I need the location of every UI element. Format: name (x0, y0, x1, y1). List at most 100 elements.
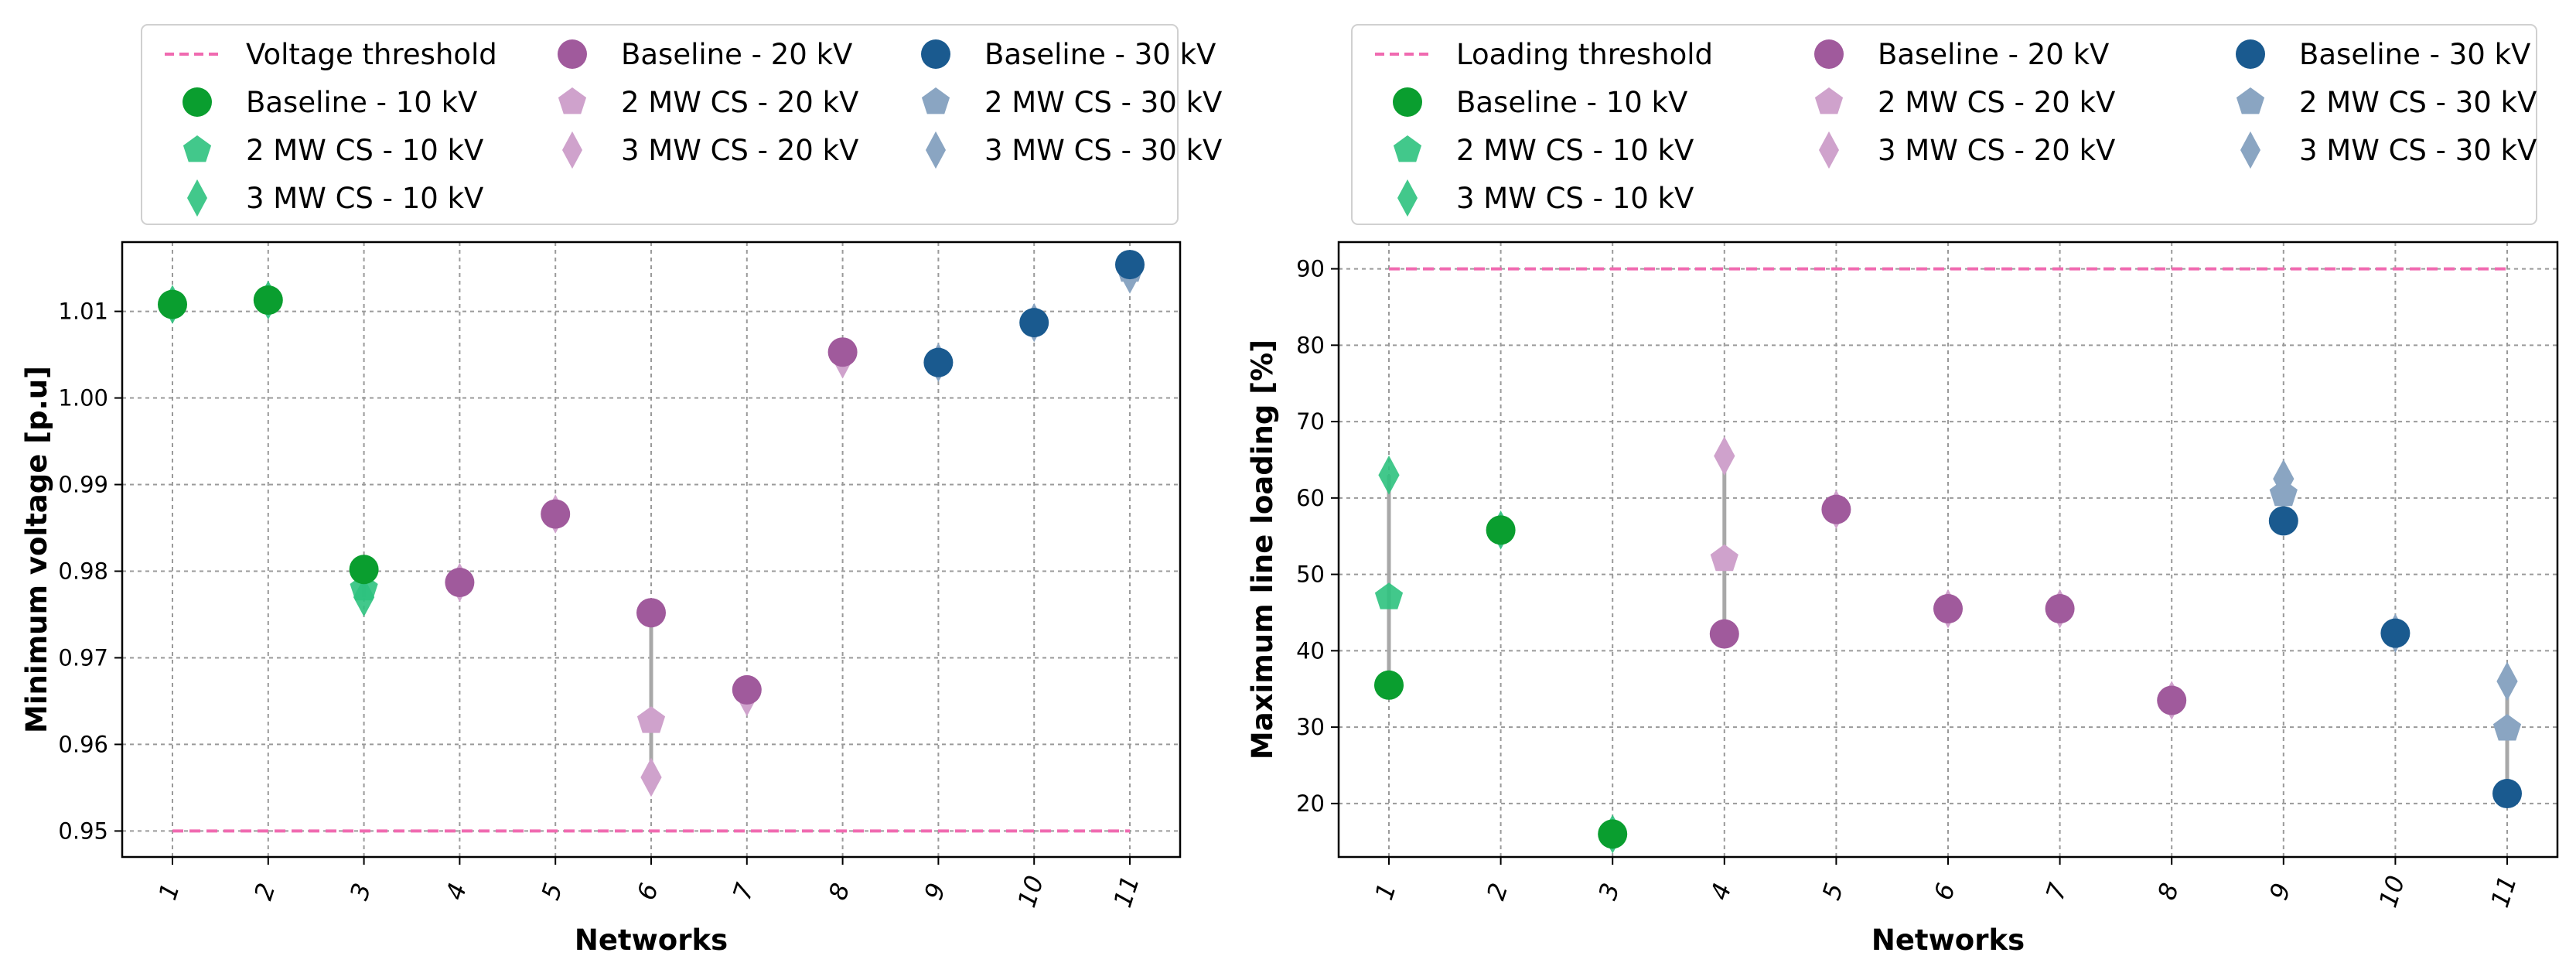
legend-label: Baseline - 10 kV (246, 86, 477, 119)
data-point (1709, 619, 1739, 649)
legend-box (1351, 24, 2537, 225)
legend-label: Baseline - 10 kV (1456, 86, 1687, 119)
data-point (1374, 670, 1404, 700)
legend-label: 3 MW CS - 30 kV (2299, 134, 2537, 167)
y-tick-label: 30 (1296, 714, 1325, 740)
x-tick-label: 9 (919, 879, 951, 903)
legend-marker (2240, 131, 2261, 169)
legend-label: 2 MW CS - 20 kV (621, 86, 858, 119)
x-tick-label: 11 (1107, 872, 1145, 910)
legend-item: Baseline - 30 kV (921, 38, 1216, 71)
x-tick-label: 6 (1928, 879, 1960, 903)
data-point (2492, 779, 2522, 809)
data-point (1374, 582, 1404, 609)
plot-frame (1337, 241, 2559, 859)
legend-label: 2 MW CS - 30 kV (2299, 86, 2537, 119)
data-point (640, 757, 662, 797)
x-axis-title: Networks (575, 923, 728, 957)
legend-label: Voltage threshold (246, 38, 497, 71)
legend-item: 3 MW CS - 10 kV (186, 179, 483, 217)
legend-label: 2 MW CS - 20 kV (1878, 86, 2115, 119)
legend-item: 2 MW CS - 30 kV (921, 86, 1222, 119)
legend-marker (1393, 87, 1422, 117)
y-tick-label: 20 (1296, 790, 1325, 817)
x-tick-label: 1 (1369, 879, 1401, 903)
legend-marker (1814, 39, 1844, 69)
data-point (2380, 618, 2411, 648)
grid-lines (1339, 242, 2557, 857)
legend-item: Baseline - 10 kV (1393, 86, 1687, 119)
legend-label: 2 MW CS - 30 kV (984, 86, 1222, 119)
x-tick-label: 5 (1817, 879, 1849, 903)
legend-marker (183, 135, 212, 162)
data-point (1115, 250, 1145, 280)
y-tick-label: 80 (1296, 332, 1325, 358)
legend-label: 2 MW CS - 10 kV (1456, 134, 1694, 167)
chart-2: 20 30 40 50 60 70 80 90 1 2 3 4 5 6 7 8 9 10 11 Networks Max… (1246, 24, 2559, 957)
y-tick-label: 1.01 (58, 299, 108, 325)
data-point (2268, 506, 2298, 536)
y-tick-label: 70 (1296, 408, 1325, 435)
y-tick-label: 60 (1296, 485, 1325, 511)
data-point (158, 289, 187, 319)
x-tick-label: 7 (727, 879, 760, 903)
legend-marker (186, 179, 208, 217)
legend-label: Baseline - 30 kV (2299, 38, 2530, 71)
x-axis-title: Networks (1871, 923, 2025, 957)
data-point (1933, 594, 1963, 624)
legend-marker (561, 131, 583, 169)
data-point (1486, 515, 1516, 545)
x-tick-label: 3 (344, 879, 377, 903)
y-tick-label: 40 (1296, 637, 1325, 664)
legend-item: Loading threshold (1375, 38, 1713, 71)
legend-item: Baseline - 30 kV (2236, 38, 2530, 71)
legend: Voltage threshold Baseline - 10 kV 2 MW CS… (141, 24, 1222, 225)
legend-marker (183, 87, 212, 117)
x-tick-label: 2 (248, 879, 281, 903)
x-tick-label: 11 (2485, 872, 2523, 910)
data-point (923, 347, 954, 377)
legend-label: 3 MW CS - 10 kV (246, 182, 483, 215)
legend-item: 2 MW CS - 10 kV (183, 134, 483, 167)
legend-marker (2236, 87, 2265, 114)
legend-label: Loading threshold (1456, 38, 1713, 71)
data-point (445, 568, 475, 598)
legend-marker (921, 87, 950, 114)
legend-marker (925, 131, 947, 169)
x-tick-label: 2 (1481, 879, 1513, 903)
legend-label: Baseline - 20 kV (1878, 38, 2109, 71)
y-tick-label: 0.99 (58, 472, 108, 498)
chart-1: 0.95 0.96 0.97 0.98 0.99 1.00 1.01 1 2 3 4 5 6 7 8 9 10 1… (20, 24, 1222, 957)
legend-label: 3 MW CS - 10 kV (1456, 182, 1694, 215)
y-tick-label: 90 (1296, 256, 1325, 282)
data-point (541, 499, 571, 529)
legend-marker (558, 87, 587, 114)
data-point (349, 555, 379, 585)
data-point (1378, 455, 1400, 495)
legend-label: 3 MW CS - 30 kV (984, 134, 1222, 167)
x-tick-label: 5 (536, 879, 568, 903)
data-point (636, 706, 666, 733)
legend-item: Baseline - 20 kV (558, 38, 852, 71)
y-tick-label: 0.98 (58, 558, 108, 584)
legend-item: 3 MW CS - 30 kV (925, 131, 1222, 169)
x-tick-label: 4 (1704, 879, 1737, 903)
x-tick-label: 4 (440, 879, 473, 903)
x-tick-label: 8 (2152, 879, 2185, 903)
legend-item: 2 MW CS - 30 kV (2236, 86, 2537, 119)
legend: Loading threshold Baseline - 10 kV 2 MW CS… (1351, 24, 2537, 225)
data-point (636, 598, 666, 628)
legend-item: 2 MW CS - 10 kV (1393, 134, 1694, 167)
data-point (2273, 459, 2295, 499)
x-tick-label: 7 (2040, 879, 2073, 903)
legend-label: 3 MW CS - 20 kV (1878, 134, 2115, 167)
legend-marker (1818, 131, 1840, 169)
legend-item: Baseline - 20 kV (1814, 38, 2109, 71)
legend-item: Baseline - 10 kV (183, 86, 477, 119)
y-tick-label: 0.95 (58, 818, 108, 844)
legend-item: 3 MW CS - 20 kV (561, 131, 858, 169)
legend-marker (2236, 39, 2265, 69)
data-point (2157, 685, 2187, 715)
data-point (2492, 714, 2522, 741)
